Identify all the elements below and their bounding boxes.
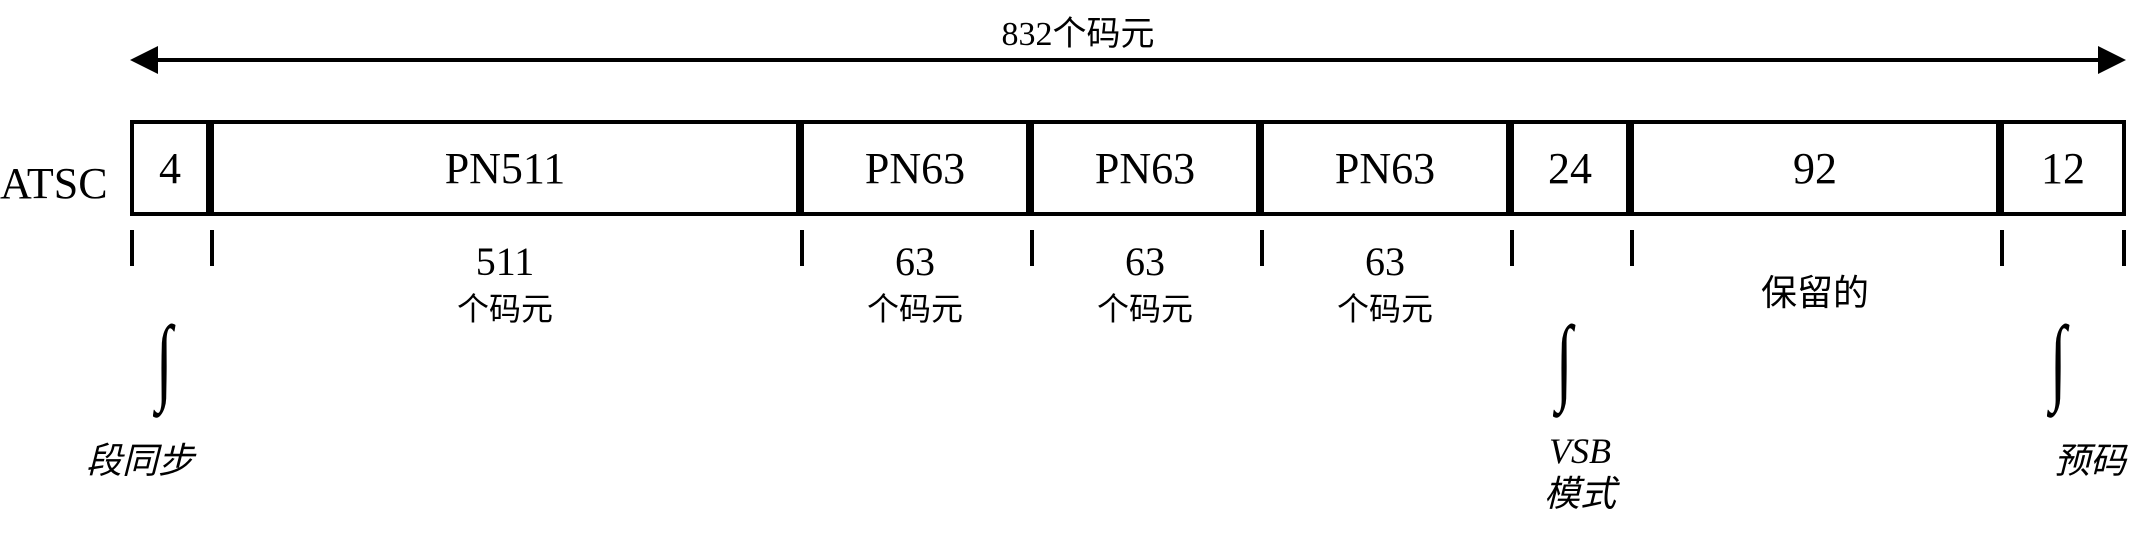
segment-pn63a-count: 63: [800, 238, 1030, 285]
callout-sync: 段同步: [70, 440, 210, 483]
segment-pn511: PN511: [210, 120, 800, 216]
segment-rsv-note: 保留的: [1630, 264, 2000, 316]
tick: [2000, 230, 2004, 266]
segment-pn63c: PN63: [1260, 120, 1510, 216]
segment-pre: 12: [2000, 120, 2126, 216]
tick: [130, 230, 134, 266]
segment-pn511-count: 511: [210, 238, 800, 285]
row-name-label: ATSC: [0, 158, 108, 209]
segment-vsb: 24: [1510, 120, 1630, 216]
squiggle-pre-icon: ∫: [2050, 312, 2066, 408]
segment-pn63b: PN63: [1030, 120, 1260, 216]
tick: [1630, 230, 1634, 266]
callout-pre: 预码: [2020, 440, 2156, 483]
arrow-line: [154, 58, 2102, 62]
total-symbols-label: 832个码元: [0, 6, 2156, 55]
segment-pn63b-count: 63: [1030, 238, 1260, 285]
callout-vsb: VSB模式: [1510, 430, 1650, 516]
squiggle-sync-icon: ∫: [156, 312, 172, 408]
segment-pn63c-count: 63: [1260, 238, 1510, 285]
segment-pn63a: PN63: [800, 120, 1030, 216]
segment-pn511-unit: 个码元: [210, 284, 800, 330]
segment-pn63a-unit: 个码元: [800, 284, 1030, 330]
squiggle-vsb-icon: ∫: [1556, 312, 1572, 408]
segment-pn63c-unit: 个码元: [1260, 284, 1510, 330]
tick: [2122, 230, 2126, 266]
segment-sync: 4: [130, 120, 210, 216]
segment-rsv: 92: [1630, 120, 2000, 216]
segment-pn63b-unit: 个码元: [1030, 284, 1260, 330]
tick: [1510, 230, 1514, 266]
arrow-right-icon: [2098, 46, 2126, 74]
